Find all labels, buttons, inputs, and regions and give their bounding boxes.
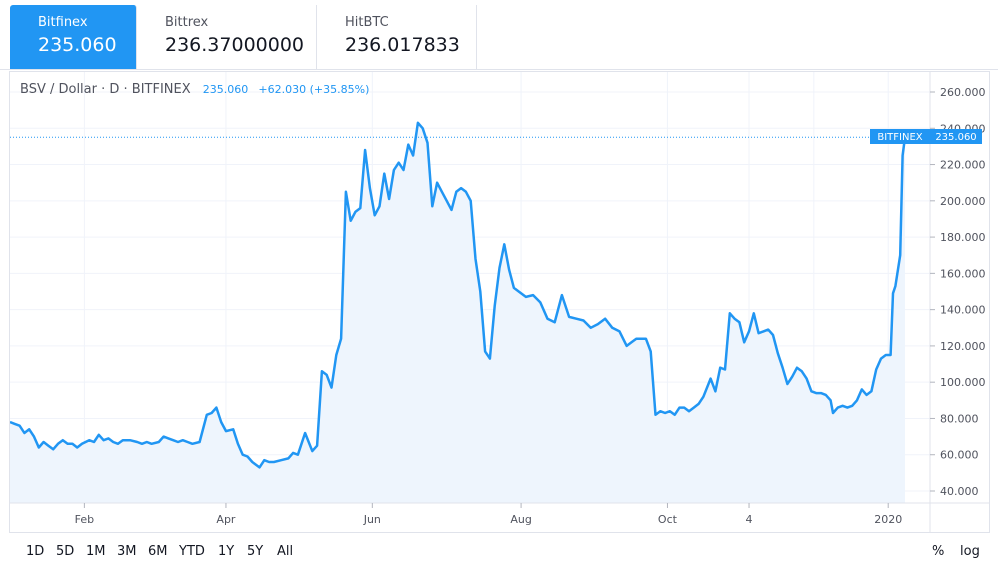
- y-tick-label: 160.000: [940, 267, 986, 280]
- y-tick-label: 40.000: [940, 485, 979, 498]
- price-tag-exchange-box: [870, 129, 930, 144]
- price-area: [10, 122, 905, 504]
- y-tick-label: 140.000: [940, 304, 986, 317]
- range-1d[interactable]: 1D: [26, 544, 45, 559]
- y-tick-label: 200.000: [940, 195, 986, 208]
- tab-price: 236.017833: [345, 34, 460, 56]
- range-1y[interactable]: 1Y: [218, 544, 235, 559]
- range-toolbar: 1D 5D 1M 3M 6M YTD 1Y 5Y All % log: [0, 534, 998, 575]
- x-tick-label: Feb: [75, 513, 94, 526]
- price-tag: BITFINEX 235.060: [870, 129, 982, 144]
- tab-exchange-label: Bittrex: [165, 15, 209, 30]
- tab-bitfinex[interactable]: Bitfinex 235.060: [10, 5, 137, 69]
- y-tick-label: 80.000: [940, 412, 979, 425]
- x-tick-label: Aug: [510, 513, 531, 526]
- x-tick-label: Oct: [658, 513, 678, 526]
- tab-exchange-label: Bitfinex: [38, 15, 88, 30]
- percent-toggle[interactable]: %: [932, 544, 945, 559]
- tabs-divider: [0, 69, 998, 70]
- y-tick-label: 120.000: [940, 340, 986, 353]
- price-tag-value-box: [930, 129, 982, 144]
- chart-panel[interactable]: 40.000 60.000 80.000 100.000 120.000 140.000 1…: [9, 71, 990, 533]
- price-tag-exchange: BITFINEX: [877, 132, 922, 143]
- x-tick-label: Jun: [363, 513, 381, 526]
- tab-hitbtc[interactable]: HitBTC 236.017833: [317, 5, 477, 69]
- price-tag-value: 235.060: [935, 132, 976, 143]
- y-tick-label: 220.000: [940, 159, 986, 172]
- tab-price: 235.060: [38, 34, 117, 56]
- x-tick-label: 2020: [874, 513, 902, 526]
- tab-exchange-label: HitBTC: [345, 15, 389, 30]
- y-tick-label: 260.000: [940, 86, 986, 99]
- chart-legend: BSV / Dollar · D · BITFINEX 235.060 +62.…: [20, 82, 369, 97]
- price-line: [9, 121, 907, 469]
- x-tick-label: Apr: [216, 513, 236, 526]
- legend-change: +62.030 (+35.85%): [258, 83, 369, 96]
- range-ytd[interactable]: YTD: [179, 544, 205, 559]
- exchange-tabs: Bitfinex 235.060 Bittrex 236.37000000 Hi…: [0, 0, 998, 70]
- price-chart[interactable]: 40.000 60.000 80.000 100.000 120.000 140.000 1…: [9, 72, 989, 532]
- range-1m[interactable]: 1M: [86, 544, 106, 559]
- range-all[interactable]: All: [277, 544, 294, 559]
- time-axis: Feb Apr Jun Aug Oct 4 2020: [75, 503, 902, 526]
- price-axis: 40.000 60.000 80.000 100.000 120.000 140.000 1…: [930, 86, 986, 498]
- tab-price: 236.37000000: [165, 34, 305, 56]
- y-tick-label: 60.000: [940, 449, 979, 462]
- range-6m[interactable]: 6M: [148, 544, 168, 559]
- y-tick-label: 100.000: [940, 376, 986, 389]
- legend-symbol: BSV / Dollar · D · BITFINEX: [20, 82, 191, 97]
- legend-last: 235.060: [203, 83, 249, 96]
- x-tick-label: 4: [746, 513, 753, 526]
- tab-bittrex[interactable]: Bittrex 236.37000000: [137, 5, 317, 69]
- range-3m[interactable]: 3M: [117, 544, 137, 559]
- log-toggle[interactable]: log: [960, 544, 980, 559]
- range-5d[interactable]: 5D: [56, 544, 75, 559]
- range-5y[interactable]: 5Y: [247, 544, 264, 559]
- y-tick-label: 180.000: [940, 231, 986, 244]
